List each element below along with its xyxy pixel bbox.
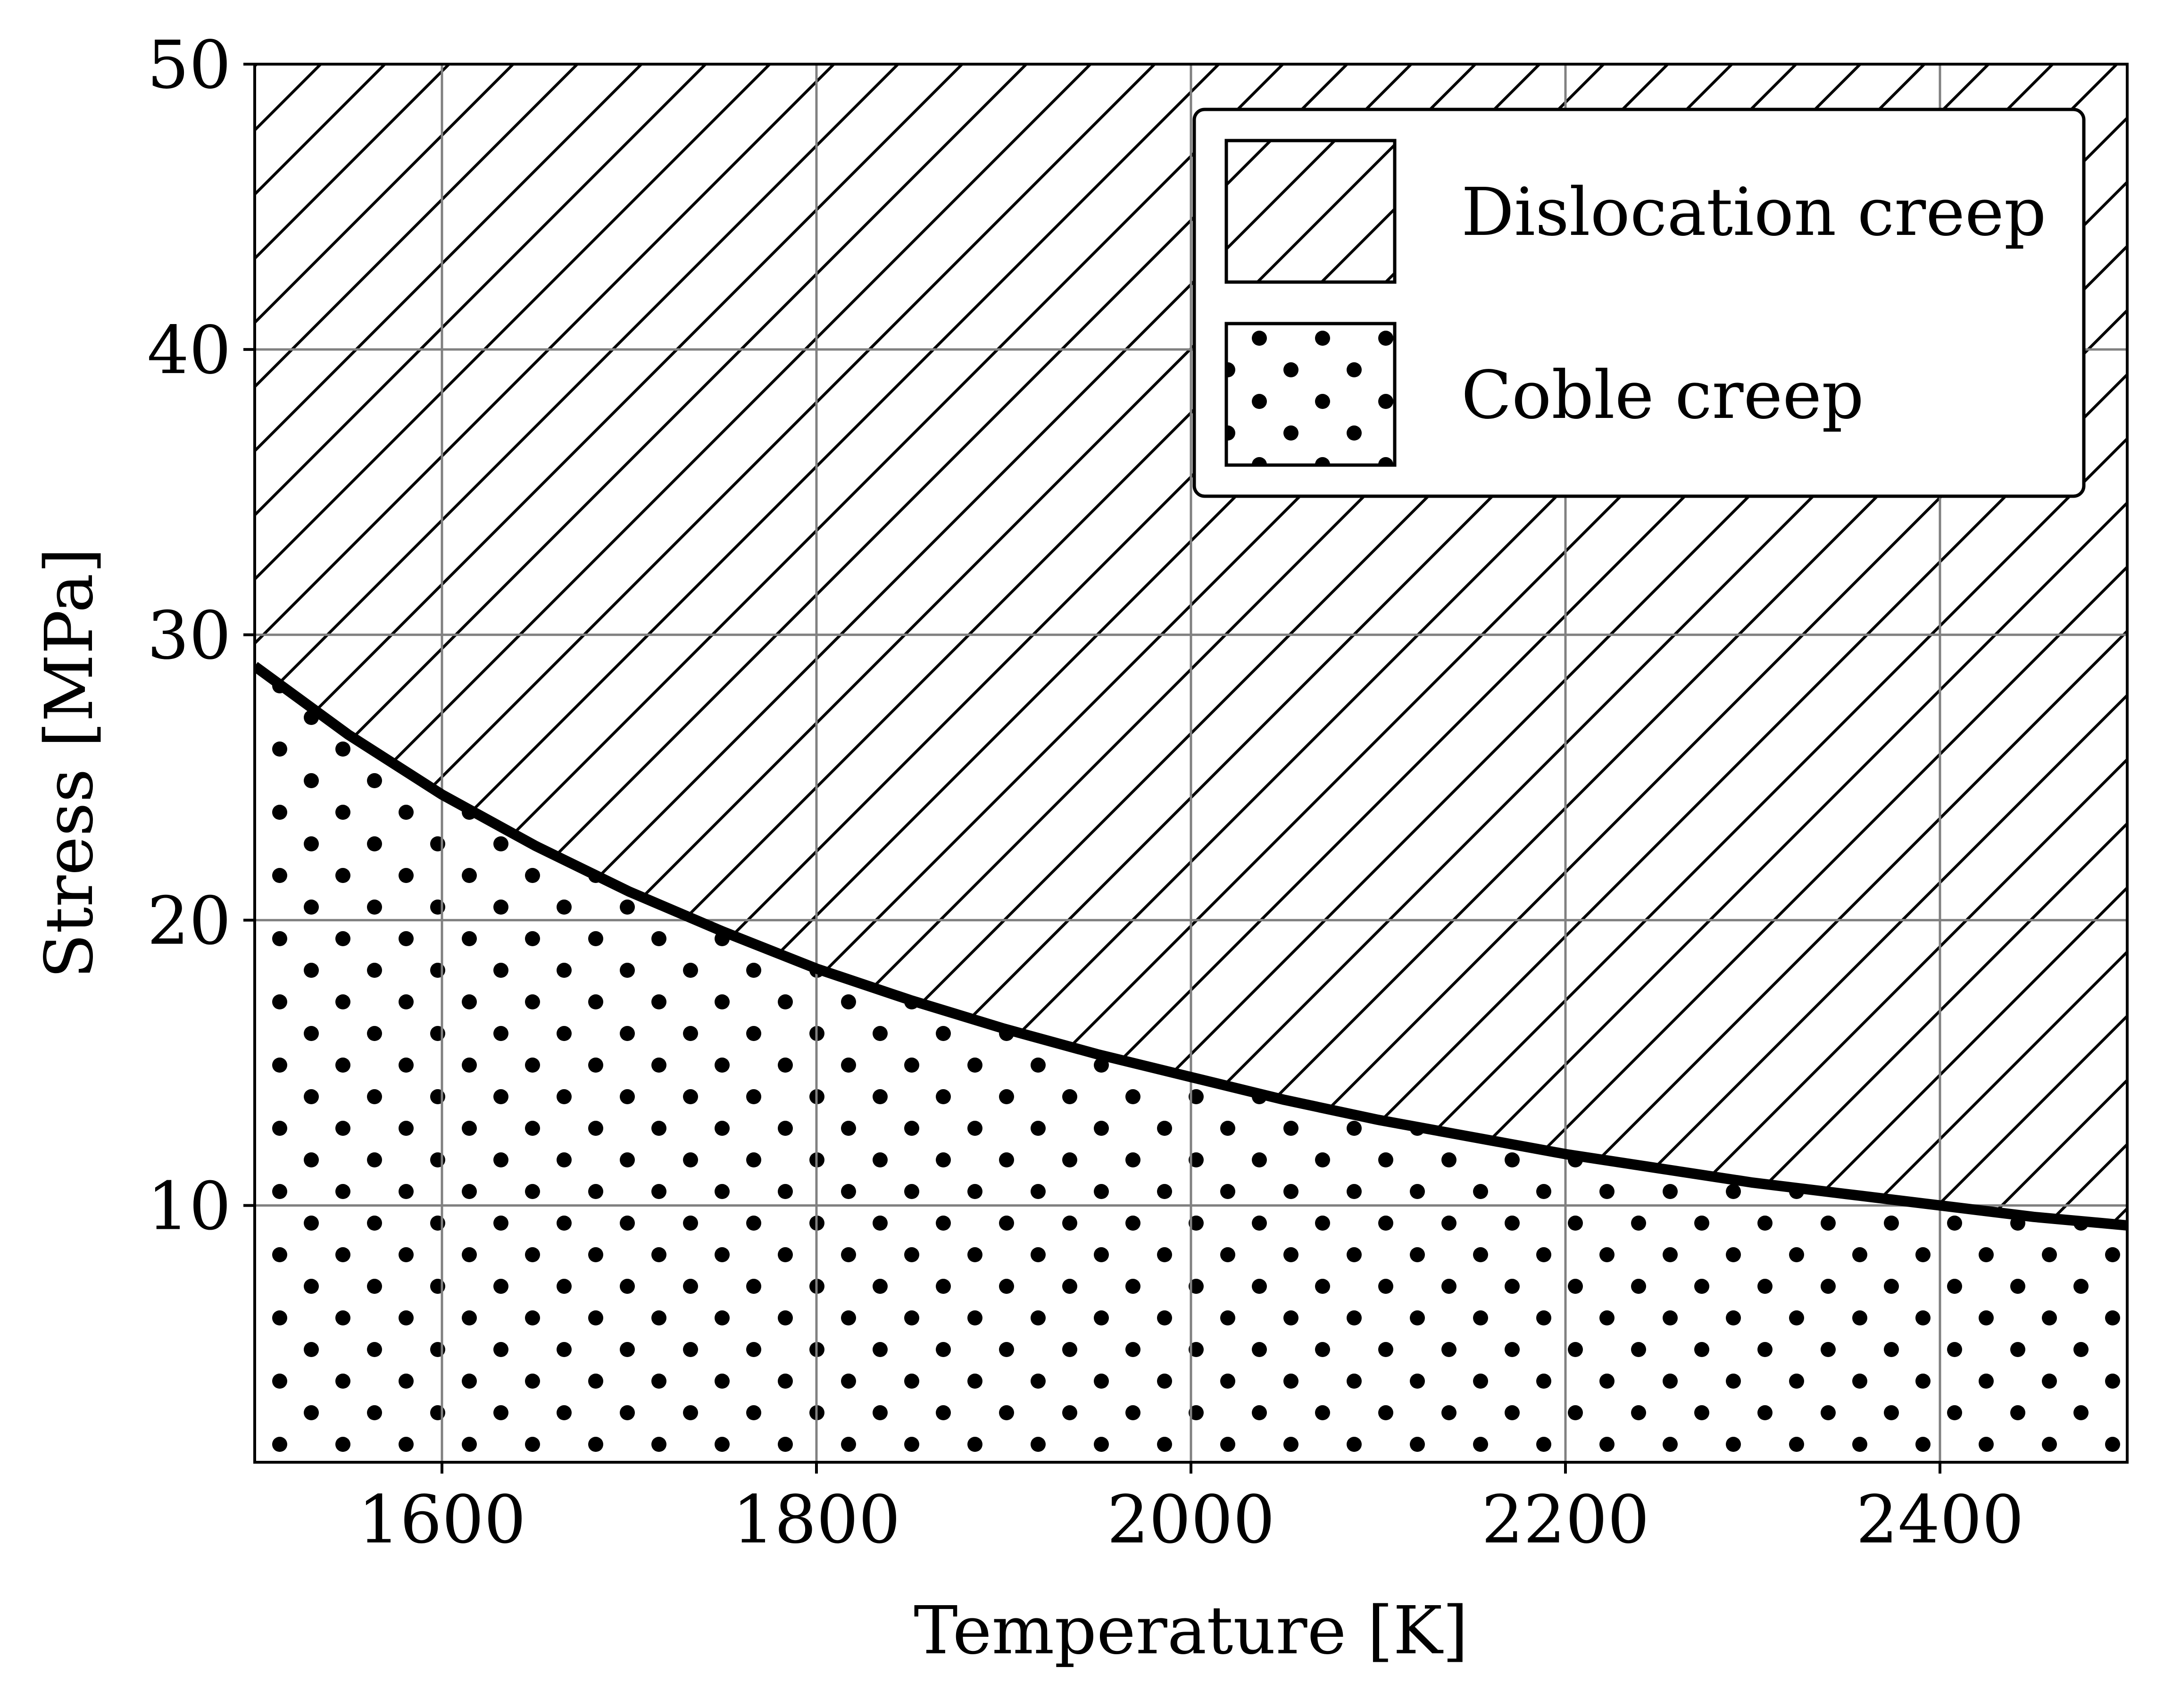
legend-label-dislocation-creep: Dislocation creep <box>1461 174 2046 251</box>
y-tick-label-1: 20 <box>147 883 231 960</box>
x-axis-label: Temperature [K] <box>914 1592 1468 1669</box>
x-tick-label-0: 1600 <box>358 1482 526 1558</box>
legend-item-dislocation-creep: Dislocation creep <box>1224 139 2046 284</box>
legend: Dislocation creep Coble creep <box>1192 108 2086 498</box>
legend-swatch-dots <box>1224 322 1397 467</box>
legend-swatch-hatch <box>1224 139 1397 284</box>
x-tick-label-2: 2000 <box>1107 1482 1275 1558</box>
y-tick-label-2: 30 <box>147 598 231 675</box>
x-tick-label-4: 2400 <box>1856 1482 2024 1558</box>
x-tick-label-3: 2200 <box>1482 1482 1649 1558</box>
boundary-curve <box>255 662 2127 1231</box>
legend-box <box>1192 108 2086 498</box>
legend-item-coble-creep: Coble creep <box>1224 322 1864 467</box>
coble-creep-region <box>255 666 2127 1462</box>
y-axis-ticks: 10 20 30 40 50 <box>147 27 255 1245</box>
y-tick-label-4: 50 <box>147 27 231 104</box>
y-tick-label-3: 40 <box>147 312 231 389</box>
legend-label-coble-creep: Coble creep <box>1461 357 1864 434</box>
y-tick-label-0: 10 <box>147 1168 231 1245</box>
y-axis-label: Stress [MPa] <box>31 548 108 979</box>
x-axis-ticks: 1600 1800 2000 2200 2400 <box>358 1462 2024 1558</box>
x-tick-label-1: 1800 <box>732 1482 900 1558</box>
